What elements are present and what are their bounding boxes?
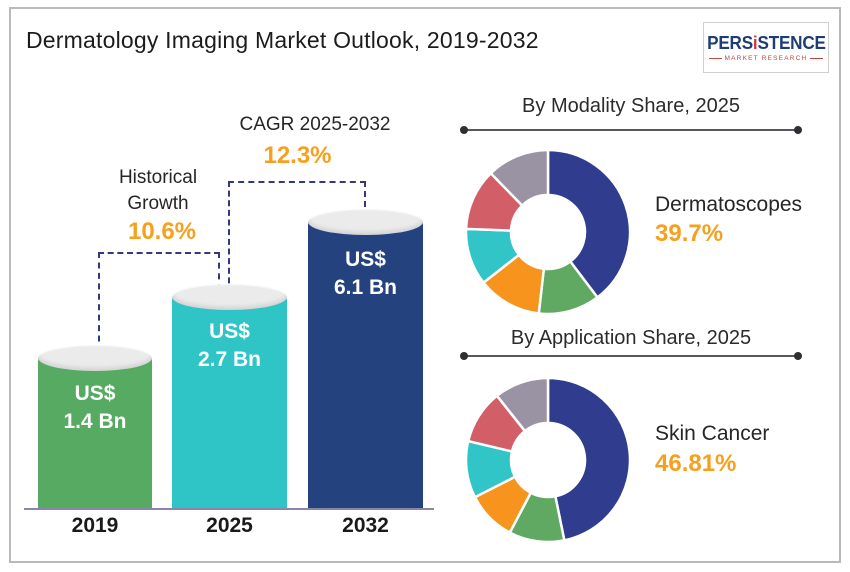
brand-logo: PERSiSTENCE MARKET RESEARCH bbox=[703, 22, 829, 73]
bar-2025: US$ 2.7 Bn bbox=[172, 284, 287, 510]
bar-2032: US$ 6.1 Bn bbox=[308, 209, 423, 510]
modality-highlight-value: 39.7% bbox=[655, 220, 724, 247]
historical-growth-label: Historical Growth bbox=[118, 167, 198, 214]
dashed-connector-cagr-left bbox=[228, 181, 230, 293]
dashed-connector-historical-right bbox=[218, 252, 220, 290]
bar-2025-value: US$ 2.7 Bn bbox=[172, 318, 287, 374]
bar-2019-cap bbox=[38, 345, 152, 371]
dashed-connector-cagr-top bbox=[228, 181, 366, 183]
x-tick-2025: 2025 bbox=[206, 514, 253, 537]
x-axis-line bbox=[24, 508, 434, 510]
x-tick-2032: 2032 bbox=[342, 514, 389, 537]
bar-2019-body bbox=[38, 358, 152, 510]
application-divider bbox=[460, 352, 802, 360]
donut-segment bbox=[489, 148, 550, 207]
bar-2019-value: US$ 1.4 Bn bbox=[38, 380, 152, 436]
logo-text-part1: PERS bbox=[706, 32, 753, 53]
bar-2019-amount: 1.4 Bn bbox=[63, 410, 127, 433]
bar-2025-cap bbox=[172, 284, 287, 310]
logo-rule-left bbox=[708, 57, 722, 59]
page-title: Dermatology Imaging Market Outlook, 2019… bbox=[26, 27, 539, 53]
bar-2032-body bbox=[308, 222, 423, 510]
brand-logo-subtitle: MARKET RESEARCH bbox=[708, 54, 824, 62]
dashed-connector-historical-top bbox=[98, 252, 220, 254]
bar-2025-currency: US$ bbox=[209, 320, 250, 343]
modality-highlight-label: Dermatoscopes bbox=[655, 193, 803, 216]
logo-text-part2: STENCE bbox=[757, 32, 826, 53]
bar-2025-amount: 2.7 Bn bbox=[197, 348, 262, 371]
x-tick-2019: 2019 bbox=[71, 514, 119, 537]
modality-divider bbox=[460, 126, 802, 134]
bar-2019-currency: US$ bbox=[74, 382, 116, 405]
bar-2019: US$ 1.4 Bn bbox=[38, 345, 152, 510]
application-highlight-value: 46.81% bbox=[655, 450, 737, 477]
donut-segment bbox=[546, 148, 632, 299]
cagr-label: CAGR 2025-2032 bbox=[239, 114, 391, 135]
logo-subtitle-text: MARKET RESEARCH bbox=[724, 54, 808, 62]
application-highlight-label: Skin Cancer bbox=[655, 422, 770, 445]
modality-donut-chart bbox=[464, 148, 632, 316]
logo-text-i: i bbox=[752, 32, 758, 53]
bar-2032-currency: US$ bbox=[345, 248, 386, 271]
bar-2032-cap bbox=[308, 209, 423, 235]
bar-2032-amount: 6.1 Bn bbox=[333, 276, 398, 299]
donut-segment bbox=[546, 376, 632, 542]
historical-growth-value: 10.6% bbox=[127, 218, 197, 245]
logo-rule-right bbox=[810, 57, 824, 59]
application-donut-chart bbox=[464, 376, 632, 544]
modality-panel-title: By Modality Share, 2025 bbox=[522, 95, 740, 117]
cagr-value: 12.3% bbox=[263, 142, 332, 169]
bar-2025-body bbox=[172, 297, 287, 510]
application-panel-title: By Application Share, 2025 bbox=[510, 327, 752, 349]
donut-segment bbox=[495, 376, 550, 433]
dashed-connector-cagr-right bbox=[364, 181, 366, 217]
dashed-connector-historical-left bbox=[98, 252, 100, 352]
brand-logo-wordmark: PERSiSTENCE bbox=[707, 34, 826, 52]
bar-2032-value: US$ 6.1 Bn bbox=[308, 246, 423, 302]
